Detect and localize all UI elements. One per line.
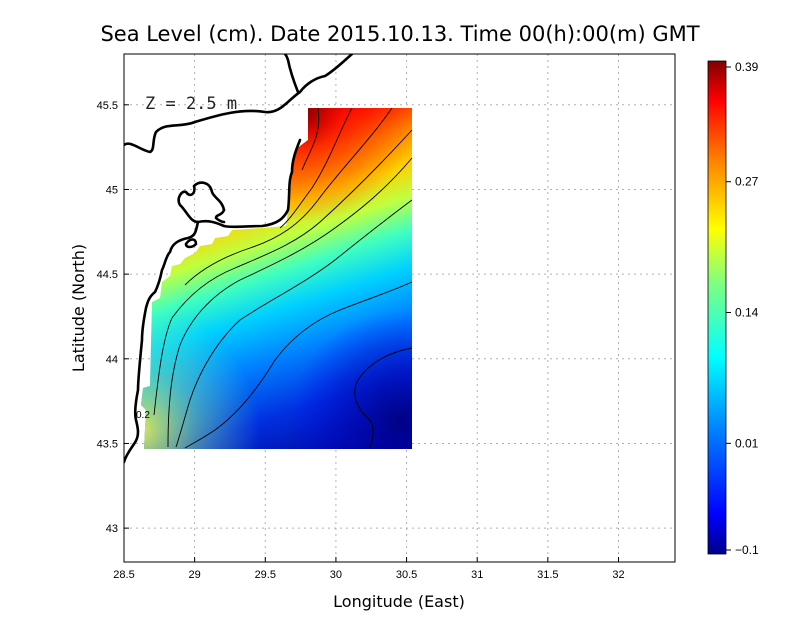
- contour-line: [184, 281, 413, 449]
- contour-line: [175, 199, 413, 448]
- contour-line: [153, 129, 413, 416]
- x-tick-label: 31.5: [537, 569, 558, 581]
- colorbar: [707, 60, 727, 555]
- y-tick-label: 44.5: [97, 269, 118, 281]
- x-tick-label: 30: [330, 569, 342, 581]
- contour-line: [167, 157, 413, 448]
- field-cold-spot: [141, 108, 412, 449]
- y-tick-label: 45: [106, 184, 118, 196]
- x-axis-label: Longitude (East): [333, 592, 465, 611]
- contour-lines: [153, 107, 413, 449]
- coastline-path: [184, 238, 198, 249]
- colorbar-tick-label: 0.39: [735, 60, 759, 74]
- plot-frame: [123, 53, 676, 563]
- y-tick-label: 45.5: [97, 100, 118, 112]
- colorbar-tick-label: −0.1: [735, 543, 759, 557]
- x-tick-label: 29.5: [255, 569, 276, 581]
- x-tick-label: 32: [612, 569, 624, 581]
- contour-label: 0.2: [136, 410, 150, 421]
- x-tick-label: 29: [189, 569, 201, 581]
- contour-line: [301, 107, 320, 171]
- x-axis-ticks: 28.5 29 29.5 30 30.5 31 31.5 32: [113, 557, 625, 581]
- x-tick-label: 30.5: [396, 569, 417, 581]
- colorbar-tick-label: 0.01: [735, 436, 759, 450]
- depth-annotation: Z = 2.5 m: [145, 94, 237, 114]
- coastline-path: [214, 208, 226, 224]
- sea-level-field: [141, 108, 412, 449]
- x-tick-label: 28.5: [113, 569, 134, 581]
- colorbar-tick-label: 0.27: [735, 175, 759, 189]
- coastline: [124, 54, 354, 464]
- x-tick-label: 31: [471, 569, 483, 581]
- y-tick-label: 43: [106, 523, 118, 535]
- colorbar-ticks: 0.39 0.27 0.14 0.01 −0.1: [726, 60, 759, 557]
- chart-title: Sea Level (cm). Date 2015.10.13. Time 00…: [100, 22, 699, 46]
- coastline-path: [124, 220, 200, 464]
- contour-line: [184, 107, 393, 286]
- y-tick-label: 43.5: [97, 438, 118, 450]
- y-axis-ticks: 43 43.5 44 44.5 45 45.5: [97, 100, 129, 535]
- y-axis-label: Latitude (North): [69, 244, 88, 372]
- y-tick-label: 44: [106, 354, 118, 366]
- colorbar-tick-label: 0.14: [735, 306, 759, 320]
- contour-line: [354, 347, 413, 449]
- coastline-path: [283, 54, 300, 94]
- coastline-path: [124, 54, 354, 154]
- contour-line: [279, 107, 353, 229]
